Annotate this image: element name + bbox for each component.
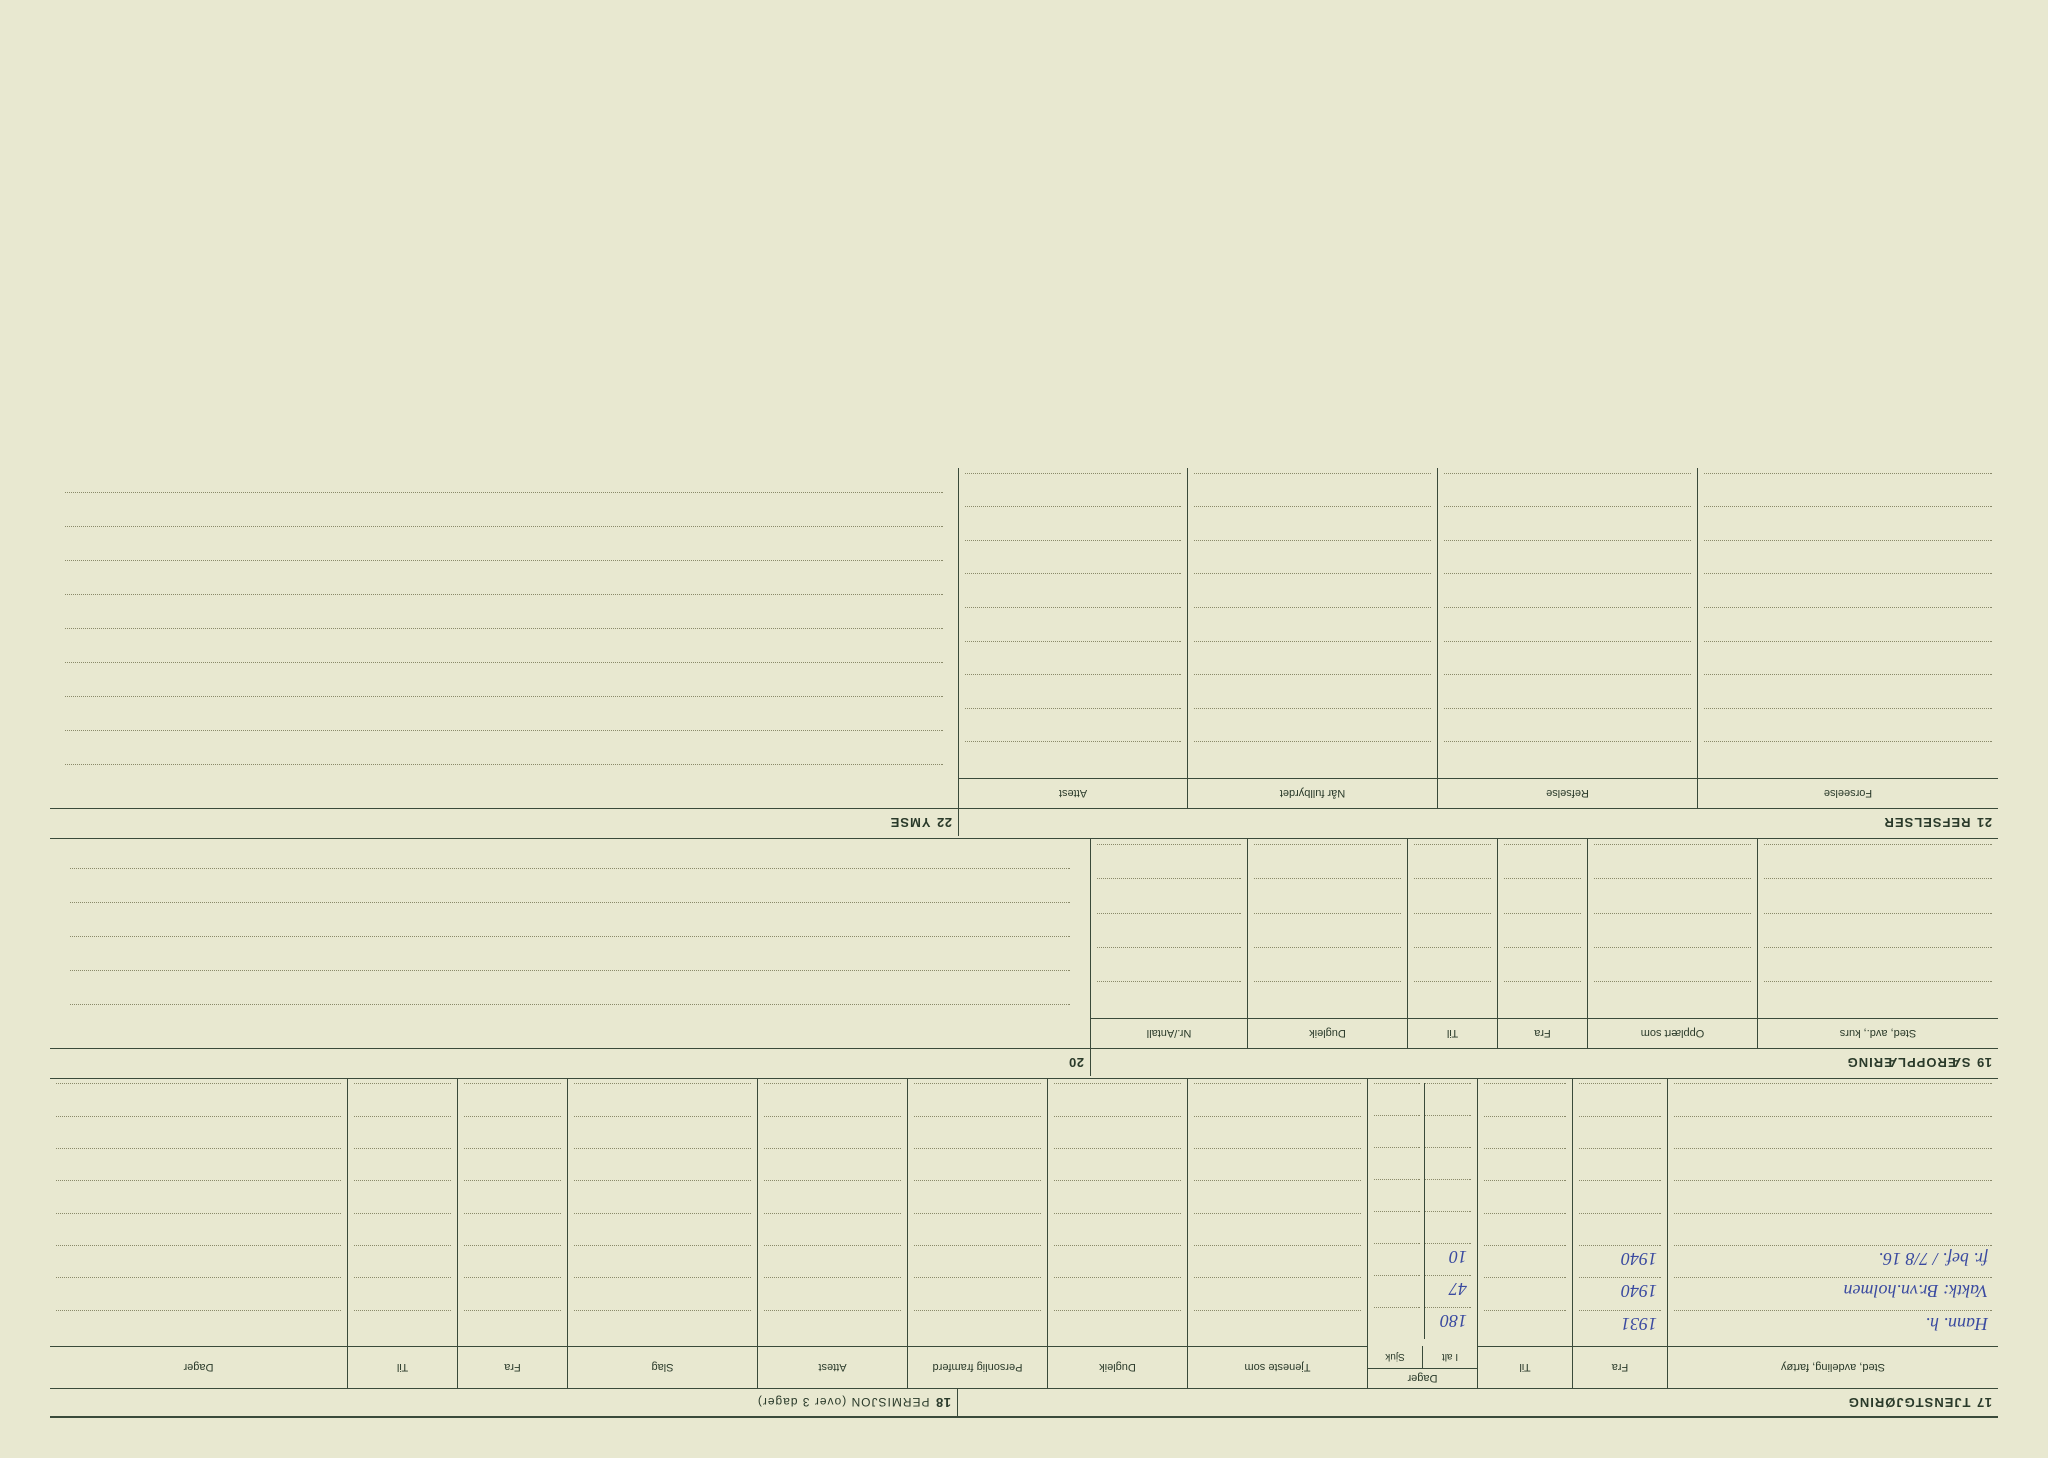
- section-22-number: 22: [931, 815, 958, 830]
- form-page: 17 TJENSTGJØRING 18 PERMISJON (over 3 da…: [0, 0, 2048, 1458]
- hw-fra-0: 1931: [1621, 1313, 1657, 1334]
- col-fra-19: Fra: [1532, 1025, 1553, 1043]
- col-fra-17: Fra: [1610, 1359, 1631, 1377]
- section-17-title: TJENSTGJØRING: [1848, 1395, 1971, 1410]
- col-sted-19: Sted, avd., kurs: [1838, 1025, 1918, 1043]
- section-20-number: 20: [1063, 1055, 1090, 1070]
- col-sjuk: Sjuk: [1368, 1346, 1423, 1368]
- col-opplart: Opplært som: [1639, 1025, 1707, 1043]
- col-fra-18: Fra: [502, 1359, 523, 1377]
- col-dugleik-17: Dugleik: [1097, 1359, 1138, 1377]
- col-til-18: Til: [395, 1359, 410, 1377]
- section-21-number: 21: [1971, 815, 1998, 830]
- col-dugleik-19: Dugleik: [1307, 1025, 1348, 1043]
- hw-ialt-2: 10: [1449, 1246, 1467, 1267]
- section-21-22: 21 REFSELSER Forseelse Refselse Når full…: [50, 468, 1998, 836]
- table-17: Sted, avdeling, fartøy Hann. h. Vaktk: B…: [50, 1078, 1998, 1388]
- section-19-20: 19 SÆROPPLÆRING Sted, avd., kurs Opplært…: [50, 838, 1998, 1076]
- col-ialt: I alt: [1423, 1346, 1477, 1368]
- section-21-title: REFSELSER: [1884, 815, 1971, 830]
- col-attest-21: Attest: [1057, 785, 1089, 803]
- col-refselse: Refselse: [1544, 785, 1591, 803]
- col-nrantall: Nr./Antall: [1145, 1025, 1194, 1043]
- col-nar: Når fullbyrdet: [1278, 785, 1347, 803]
- top-border: [50, 1416, 1998, 1418]
- hw-fra-2: 1940: [1621, 1248, 1657, 1269]
- hw-sted-0: Hann. h.: [1926, 1313, 1989, 1334]
- col-dager: Dager: [1368, 1368, 1477, 1388]
- col-personlig: Personlig framferd: [931, 1359, 1025, 1377]
- section-17-18: 17 TJENSTGJØRING 18 PERMISJON (over 3 da…: [50, 1078, 1998, 1416]
- section-19-title: SÆROPPLÆRING: [1847, 1055, 1971, 1070]
- hw-fra-1: 1940: [1621, 1280, 1657, 1301]
- section-18-number: 18: [930, 1395, 957, 1410]
- section-18-title: PERMISJON (over 3 dager): [757, 1396, 930, 1410]
- hw-ialt-0: 180: [1440, 1310, 1467, 1331]
- section-17-number: 17: [1971, 1395, 1998, 1410]
- hw-sted-2: fr. bef. / 7/8 16.: [1878, 1248, 1988, 1269]
- col-sted: Sted, avdeling, fartøy: [1779, 1359, 1887, 1377]
- col-tjeneste: Tjeneste som: [1242, 1359, 1312, 1377]
- section-22-title: YMSE: [890, 815, 931, 830]
- header-row-17-18: 17 TJENSTGJØRING 18 PERMISJON (over 3 da…: [50, 1388, 1998, 1416]
- col-til-17: Til: [1517, 1359, 1532, 1377]
- col-dager-18: Dager: [182, 1359, 216, 1377]
- col-til-19: Til: [1445, 1025, 1460, 1043]
- col-attest-17: Attest: [816, 1359, 848, 1377]
- hw-ialt-1: 47: [1449, 1278, 1467, 1299]
- hw-sted-1: Vaktk: Br.vn.holmen: [1844, 1280, 1988, 1301]
- col-slag: Slag: [649, 1359, 675, 1377]
- col-forseelse: Forseelse: [1822, 785, 1874, 803]
- section-19-number: 19: [1971, 1055, 1998, 1070]
